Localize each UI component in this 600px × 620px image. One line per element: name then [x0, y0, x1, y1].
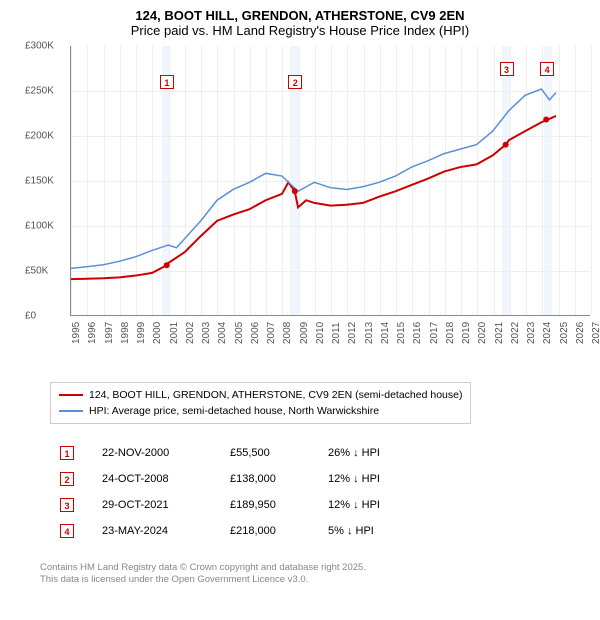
x-axis-label: 2000: [152, 322, 163, 344]
x-axis-label: 2004: [217, 322, 228, 344]
chart-subtitle: Price paid vs. HM Land Registry's House …: [10, 23, 590, 38]
transaction-marker-box: 3: [60, 498, 74, 512]
x-axis-label: 2017: [429, 322, 440, 344]
chart-area: 1 2 3 4 1995 1996 1997 1998 1999 2000 2001 2002 200…: [30, 46, 590, 346]
transaction-row: 4 23-MAY-2024 £218,000 5% ↓ HPI: [60, 518, 590, 544]
sale-point: [503, 142, 509, 148]
transaction-vs-hpi: 12% ↓ HPI: [328, 466, 418, 492]
transaction-date: 22-NOV-2000: [102, 440, 202, 466]
x-axis-label: 2022: [510, 322, 521, 344]
x-axis-label: 2016: [412, 322, 423, 344]
transaction-vs-hpi: 26% ↓ HPI: [328, 440, 418, 466]
y-axis-label: £300K: [25, 41, 54, 52]
x-axis-label: 2015: [396, 322, 407, 344]
x-axis-label: 2002: [185, 322, 196, 344]
x-axis-label: 1997: [104, 322, 115, 344]
x-axis-label: 2010: [315, 322, 326, 344]
y-axis-label: £0: [25, 311, 36, 322]
series-line-price_paid: [71, 116, 556, 279]
series-line-hpi: [71, 89, 556, 268]
plot-area: 1234 19951996199719981999200020012002200…: [70, 46, 590, 316]
x-axis-label: 2012: [347, 322, 358, 344]
x-axis-label: 2011: [331, 322, 342, 344]
transaction-price: £55,500: [230, 440, 300, 466]
x-axis-label: 1996: [87, 322, 98, 344]
footer-attribution: Contains HM Land Registry data © Crown c…: [40, 562, 590, 587]
x-axis-label: 2020: [477, 322, 488, 344]
x-axis-label: 2014: [380, 322, 391, 344]
x-axis-label: 1998: [120, 322, 131, 344]
transaction-price: £218,000: [230, 518, 300, 544]
transaction-marker-box: 4: [60, 524, 74, 538]
x-axis-label: 2018: [445, 322, 456, 344]
x-axis-label: 2026: [575, 322, 586, 344]
legend-label: HPI: Average price, semi-detached house,…: [89, 403, 379, 419]
transaction-vs-hpi: 5% ↓ HPI: [328, 518, 418, 544]
x-axis-label: 2008: [282, 322, 293, 344]
transaction-date: 23-MAY-2024: [102, 518, 202, 544]
transaction-marker: 4: [540, 62, 554, 76]
transaction-price: £138,000: [230, 466, 300, 492]
sale-point: [164, 262, 170, 268]
x-axis-label: 2027: [591, 322, 600, 344]
x-axis-label: 2006: [250, 322, 261, 344]
transaction-marker-box: 1: [60, 446, 74, 460]
chart-title: 124, BOOT HILL, GRENDON, ATHERSTONE, CV9…: [10, 8, 590, 23]
x-axis-label: 2001: [169, 322, 180, 344]
transaction-row: 2 24-OCT-2008 £138,000 12% ↓ HPI: [60, 466, 590, 492]
footer-line-2: This data is licensed under the Open Gov…: [40, 574, 590, 586]
x-axis-label: 2009: [299, 322, 310, 344]
transaction-marker-box: 2: [60, 472, 74, 486]
transaction-date: 24-OCT-2008: [102, 466, 202, 492]
sale-point: [543, 117, 549, 123]
x-axis-label: 2007: [266, 322, 277, 344]
legend-label: 124, BOOT HILL, GRENDON, ATHERSTONE, CV9…: [89, 387, 462, 403]
legend-swatch: [59, 394, 83, 397]
footer-line-1: Contains HM Land Registry data © Crown c…: [40, 562, 590, 574]
y-axis-label: £50K: [25, 266, 48, 277]
transaction-price: £189,950: [230, 492, 300, 518]
y-axis-label: £150K: [25, 176, 54, 187]
x-axis-label: 2023: [526, 322, 537, 344]
legend-item: HPI: Average price, semi-detached house,…: [59, 403, 462, 419]
transaction-vs-hpi: 12% ↓ HPI: [328, 492, 418, 518]
x-axis-label: 2003: [201, 322, 212, 344]
transaction-marker: 3: [500, 62, 514, 76]
transaction-marker: 1: [160, 75, 174, 89]
transaction-marker: 2: [288, 75, 302, 89]
transaction-row: 3 29-OCT-2021 £189,950 12% ↓ HPI: [60, 492, 590, 518]
x-axis-label: 2025: [559, 322, 570, 344]
x-axis-label: 2013: [364, 322, 375, 344]
x-axis-label: 2005: [234, 322, 245, 344]
legend: 124, BOOT HILL, GRENDON, ATHERSTONE, CV9…: [50, 382, 471, 424]
transaction-row: 1 22-NOV-2000 £55,500 26% ↓ HPI: [60, 440, 590, 466]
transactions-table: 1 22-NOV-2000 £55,500 26% ↓ HPI 2 24-OCT-2008…: [60, 440, 590, 544]
sale-point: [292, 188, 298, 194]
y-axis-label: £200K: [25, 131, 54, 142]
x-axis-label: 2021: [494, 322, 505, 344]
transaction-date: 29-OCT-2021: [102, 492, 202, 518]
x-axis-label: 2024: [542, 322, 553, 344]
x-axis-label: 2019: [461, 322, 472, 344]
y-axis-label: £250K: [25, 86, 54, 97]
legend-item: 124, BOOT HILL, GRENDON, ATHERSTONE, CV9…: [59, 387, 462, 403]
legend-swatch: [59, 410, 83, 413]
x-axis-label: 1995: [71, 322, 82, 344]
chart-container: 124, BOOT HILL, GRENDON, ATHERSTONE, CV9…: [0, 0, 600, 620]
x-axis-label: 1999: [136, 322, 147, 344]
y-axis-label: £100K: [25, 221, 54, 232]
